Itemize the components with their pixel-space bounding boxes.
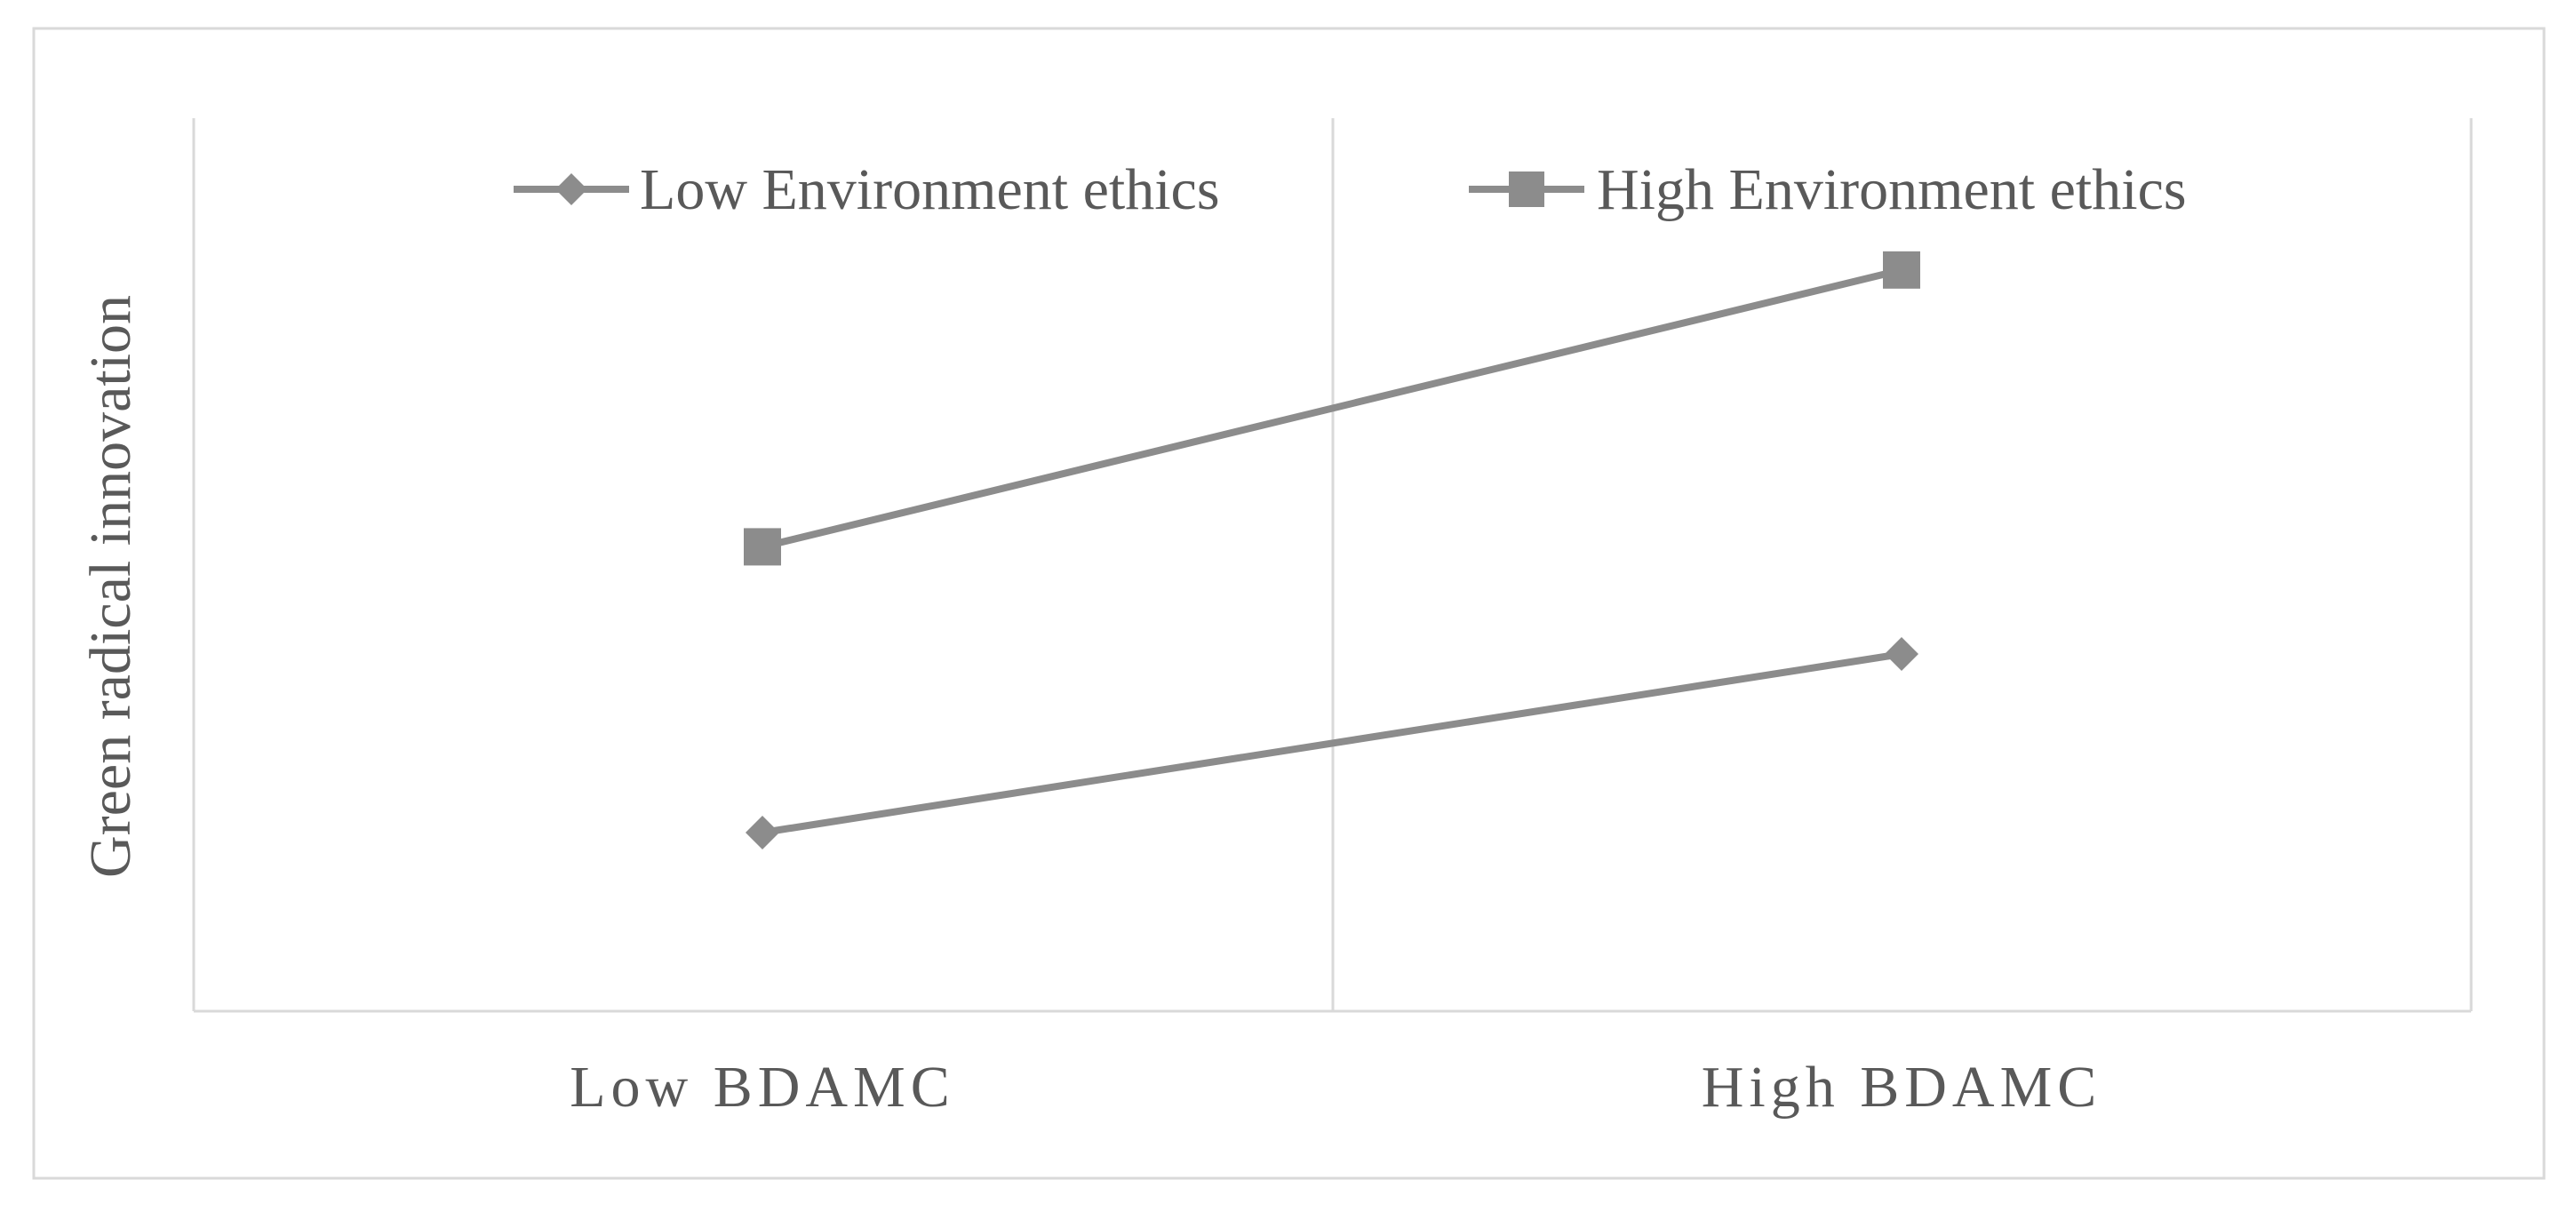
series-point — [1883, 251, 1920, 289]
chart-frame — [32, 27, 2546, 1180]
series-line — [759, 650, 1905, 836]
legend-marker — [1509, 171, 1544, 207]
legend: Low Environment ethics High Environment e… — [514, 157, 2187, 222]
x-tick-label: High BDAMC — [1702, 1055, 2102, 1120]
series-2 — [744, 251, 1920, 566]
legend-label: Low Environment ethics — [640, 157, 1220, 222]
x-tick-label: Low BDAMC — [570, 1055, 955, 1120]
series-1 — [746, 637, 1918, 849]
legend-label: High Environment ethics — [1597, 157, 2187, 222]
y-axis-title: Green radical innovation — [78, 295, 143, 878]
legend-item: High Environment ethics — [1469, 157, 2187, 222]
series-point — [744, 528, 781, 566]
legend-marker — [555, 173, 587, 205]
legend-item: Low Environment ethics — [514, 157, 1220, 222]
x-tick-labels: Low BDAMC High BDAMC — [570, 1055, 2102, 1120]
series-line — [759, 266, 1905, 551]
series-point — [746, 816, 779, 849]
axes — [192, 118, 2473, 1013]
series-layer — [744, 251, 1920, 849]
series-point — [1885, 637, 1918, 671]
